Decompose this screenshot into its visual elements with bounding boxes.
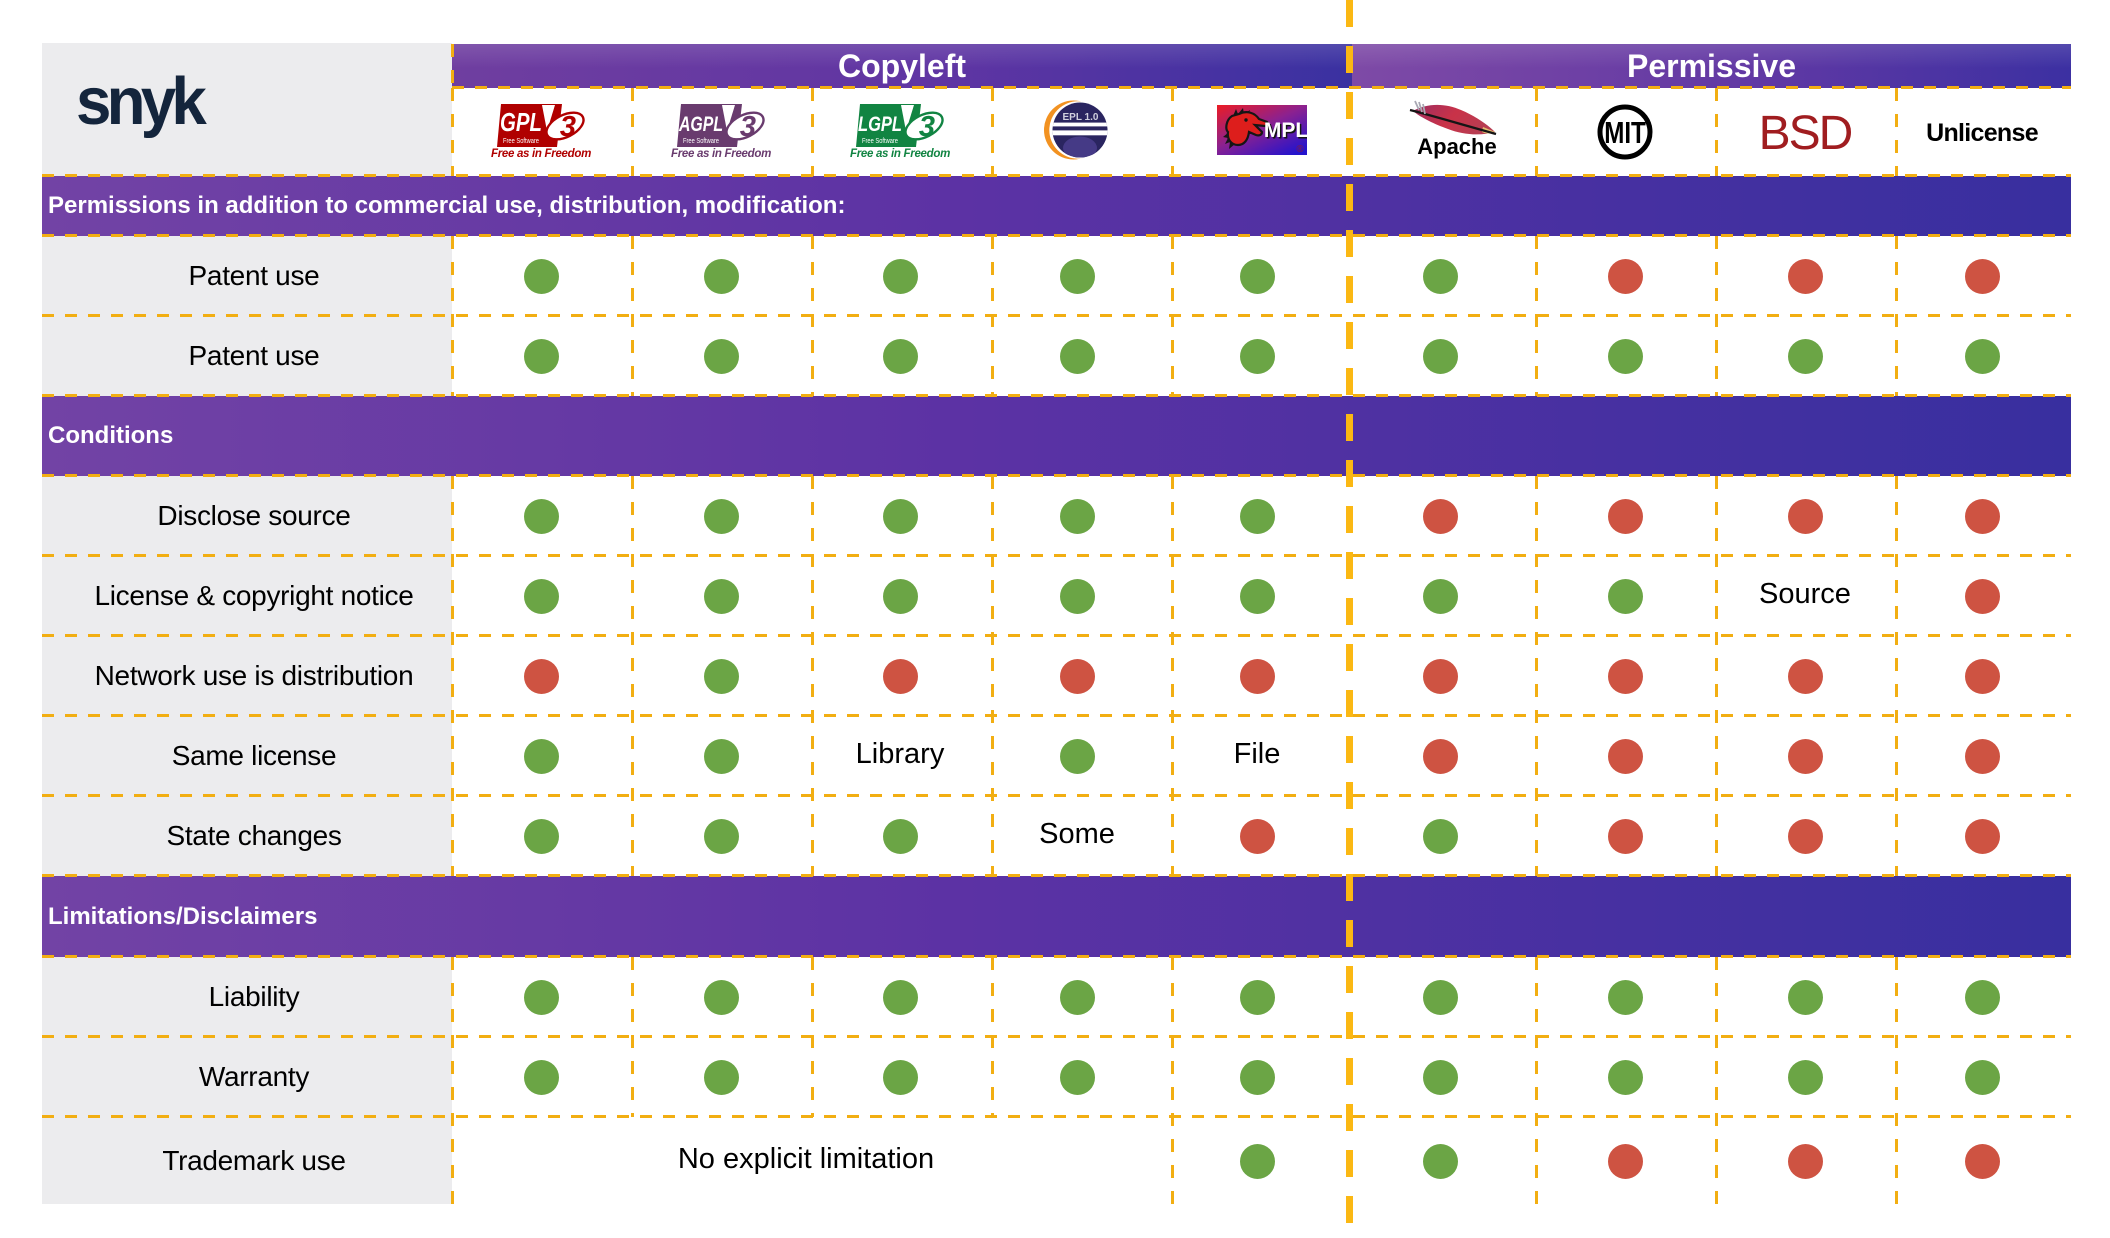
- svg-text:Apache: Apache: [1417, 134, 1496, 159]
- svg-text:®: ®: [1296, 144, 1304, 155]
- svg-text:3: 3: [919, 111, 935, 143]
- svg-text:3: 3: [560, 111, 576, 143]
- svg-text:3: 3: [740, 111, 756, 143]
- svg-text:Free Software: Free Software: [683, 138, 719, 145]
- svg-text:GPL: GPL: [500, 107, 542, 137]
- svg-text:EPL 1.0: EPL 1.0: [1063, 112, 1099, 123]
- svg-text:Free Software: Free Software: [862, 138, 898, 145]
- svg-text:Free Software: Free Software: [503, 138, 539, 145]
- svg-text:MIT: MIT: [1604, 115, 1646, 150]
- svg-text:LGPL: LGPL: [858, 113, 902, 136]
- svg-text:MPL: MPL: [1264, 119, 1307, 142]
- svg-text:AGPL: AGPL: [678, 113, 723, 136]
- svg-text:MPL: MPL: [1265, 121, 1307, 144]
